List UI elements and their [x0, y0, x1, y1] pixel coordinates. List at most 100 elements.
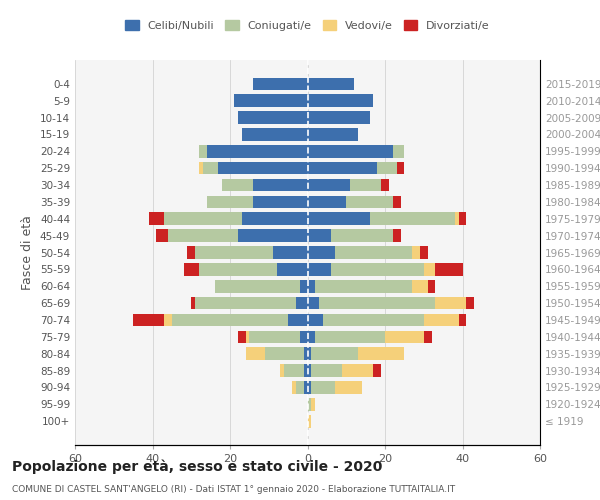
Bar: [385, 330, 424, 343]
Bar: [308, 128, 358, 141]
Bar: [393, 196, 401, 208]
Bar: [412, 246, 420, 259]
Bar: [272, 246, 308, 259]
Bar: [308, 196, 346, 208]
Bar: [157, 230, 168, 242]
Bar: [253, 78, 308, 90]
Bar: [222, 178, 253, 192]
Bar: [335, 381, 362, 394]
Bar: [199, 263, 277, 276]
Bar: [381, 178, 389, 192]
Bar: [199, 145, 207, 158]
Bar: [436, 297, 466, 310]
Bar: [358, 348, 404, 360]
Bar: [300, 280, 308, 292]
Bar: [308, 297, 319, 310]
Bar: [397, 162, 404, 174]
Bar: [466, 297, 474, 310]
Bar: [133, 314, 164, 326]
Bar: [308, 263, 331, 276]
Bar: [308, 398, 311, 410]
Bar: [308, 145, 393, 158]
Bar: [393, 145, 404, 158]
Bar: [308, 364, 311, 377]
Bar: [455, 212, 458, 225]
Bar: [304, 348, 308, 360]
Bar: [280, 364, 284, 377]
Bar: [370, 212, 455, 225]
Bar: [308, 381, 311, 394]
Bar: [242, 128, 308, 141]
Bar: [199, 162, 203, 174]
Bar: [195, 246, 272, 259]
Bar: [424, 263, 436, 276]
Bar: [308, 94, 373, 107]
Bar: [172, 314, 288, 326]
Bar: [296, 297, 308, 310]
Bar: [234, 94, 308, 107]
Bar: [250, 330, 300, 343]
Bar: [346, 196, 393, 208]
Bar: [308, 280, 315, 292]
Bar: [308, 246, 335, 259]
Bar: [311, 398, 315, 410]
Bar: [424, 314, 458, 326]
Bar: [296, 381, 304, 394]
Bar: [393, 230, 401, 242]
Bar: [277, 263, 308, 276]
Bar: [304, 381, 308, 394]
Bar: [308, 212, 370, 225]
Bar: [458, 212, 466, 225]
Bar: [195, 297, 296, 310]
Bar: [436, 263, 463, 276]
Bar: [311, 381, 335, 394]
Text: COMUNE DI CASTEL SANT'ANGELO (RI) - Dati ISTAT 1° gennaio 2020 - Elaborazione TU: COMUNE DI CASTEL SANT'ANGELO (RI) - Dati…: [12, 485, 455, 494]
Bar: [343, 364, 373, 377]
Bar: [308, 78, 354, 90]
Bar: [420, 246, 428, 259]
Legend: Celibi/Nubili, Coniugati/e, Vedovi/e, Divorziati/e: Celibi/Nubili, Coniugati/e, Vedovi/e, Di…: [121, 16, 494, 35]
Bar: [308, 178, 350, 192]
Bar: [308, 348, 311, 360]
Bar: [311, 348, 358, 360]
Bar: [428, 280, 436, 292]
Bar: [184, 263, 199, 276]
Bar: [308, 314, 323, 326]
Bar: [187, 246, 195, 259]
Bar: [377, 162, 397, 174]
Bar: [245, 330, 250, 343]
Bar: [203, 162, 218, 174]
Bar: [238, 111, 308, 124]
Bar: [315, 280, 412, 292]
Bar: [253, 178, 308, 192]
Bar: [207, 196, 253, 208]
Bar: [308, 415, 311, 428]
Bar: [284, 364, 304, 377]
Bar: [245, 348, 265, 360]
Bar: [191, 297, 195, 310]
Bar: [373, 364, 381, 377]
Bar: [288, 314, 308, 326]
Bar: [292, 381, 296, 394]
Bar: [424, 330, 431, 343]
Bar: [315, 330, 385, 343]
Bar: [350, 178, 381, 192]
Bar: [319, 297, 436, 310]
Bar: [308, 330, 315, 343]
Bar: [304, 364, 308, 377]
Bar: [218, 162, 308, 174]
Bar: [458, 314, 466, 326]
Bar: [265, 348, 304, 360]
Bar: [311, 364, 343, 377]
Bar: [164, 212, 242, 225]
Bar: [242, 212, 308, 225]
Bar: [331, 263, 424, 276]
Text: Popolazione per età, sesso e stato civile - 2020: Popolazione per età, sesso e stato civil…: [12, 460, 382, 474]
Bar: [215, 280, 300, 292]
Bar: [331, 230, 393, 242]
Bar: [253, 196, 308, 208]
Bar: [323, 314, 424, 326]
Bar: [412, 280, 428, 292]
Bar: [300, 330, 308, 343]
Bar: [238, 230, 308, 242]
